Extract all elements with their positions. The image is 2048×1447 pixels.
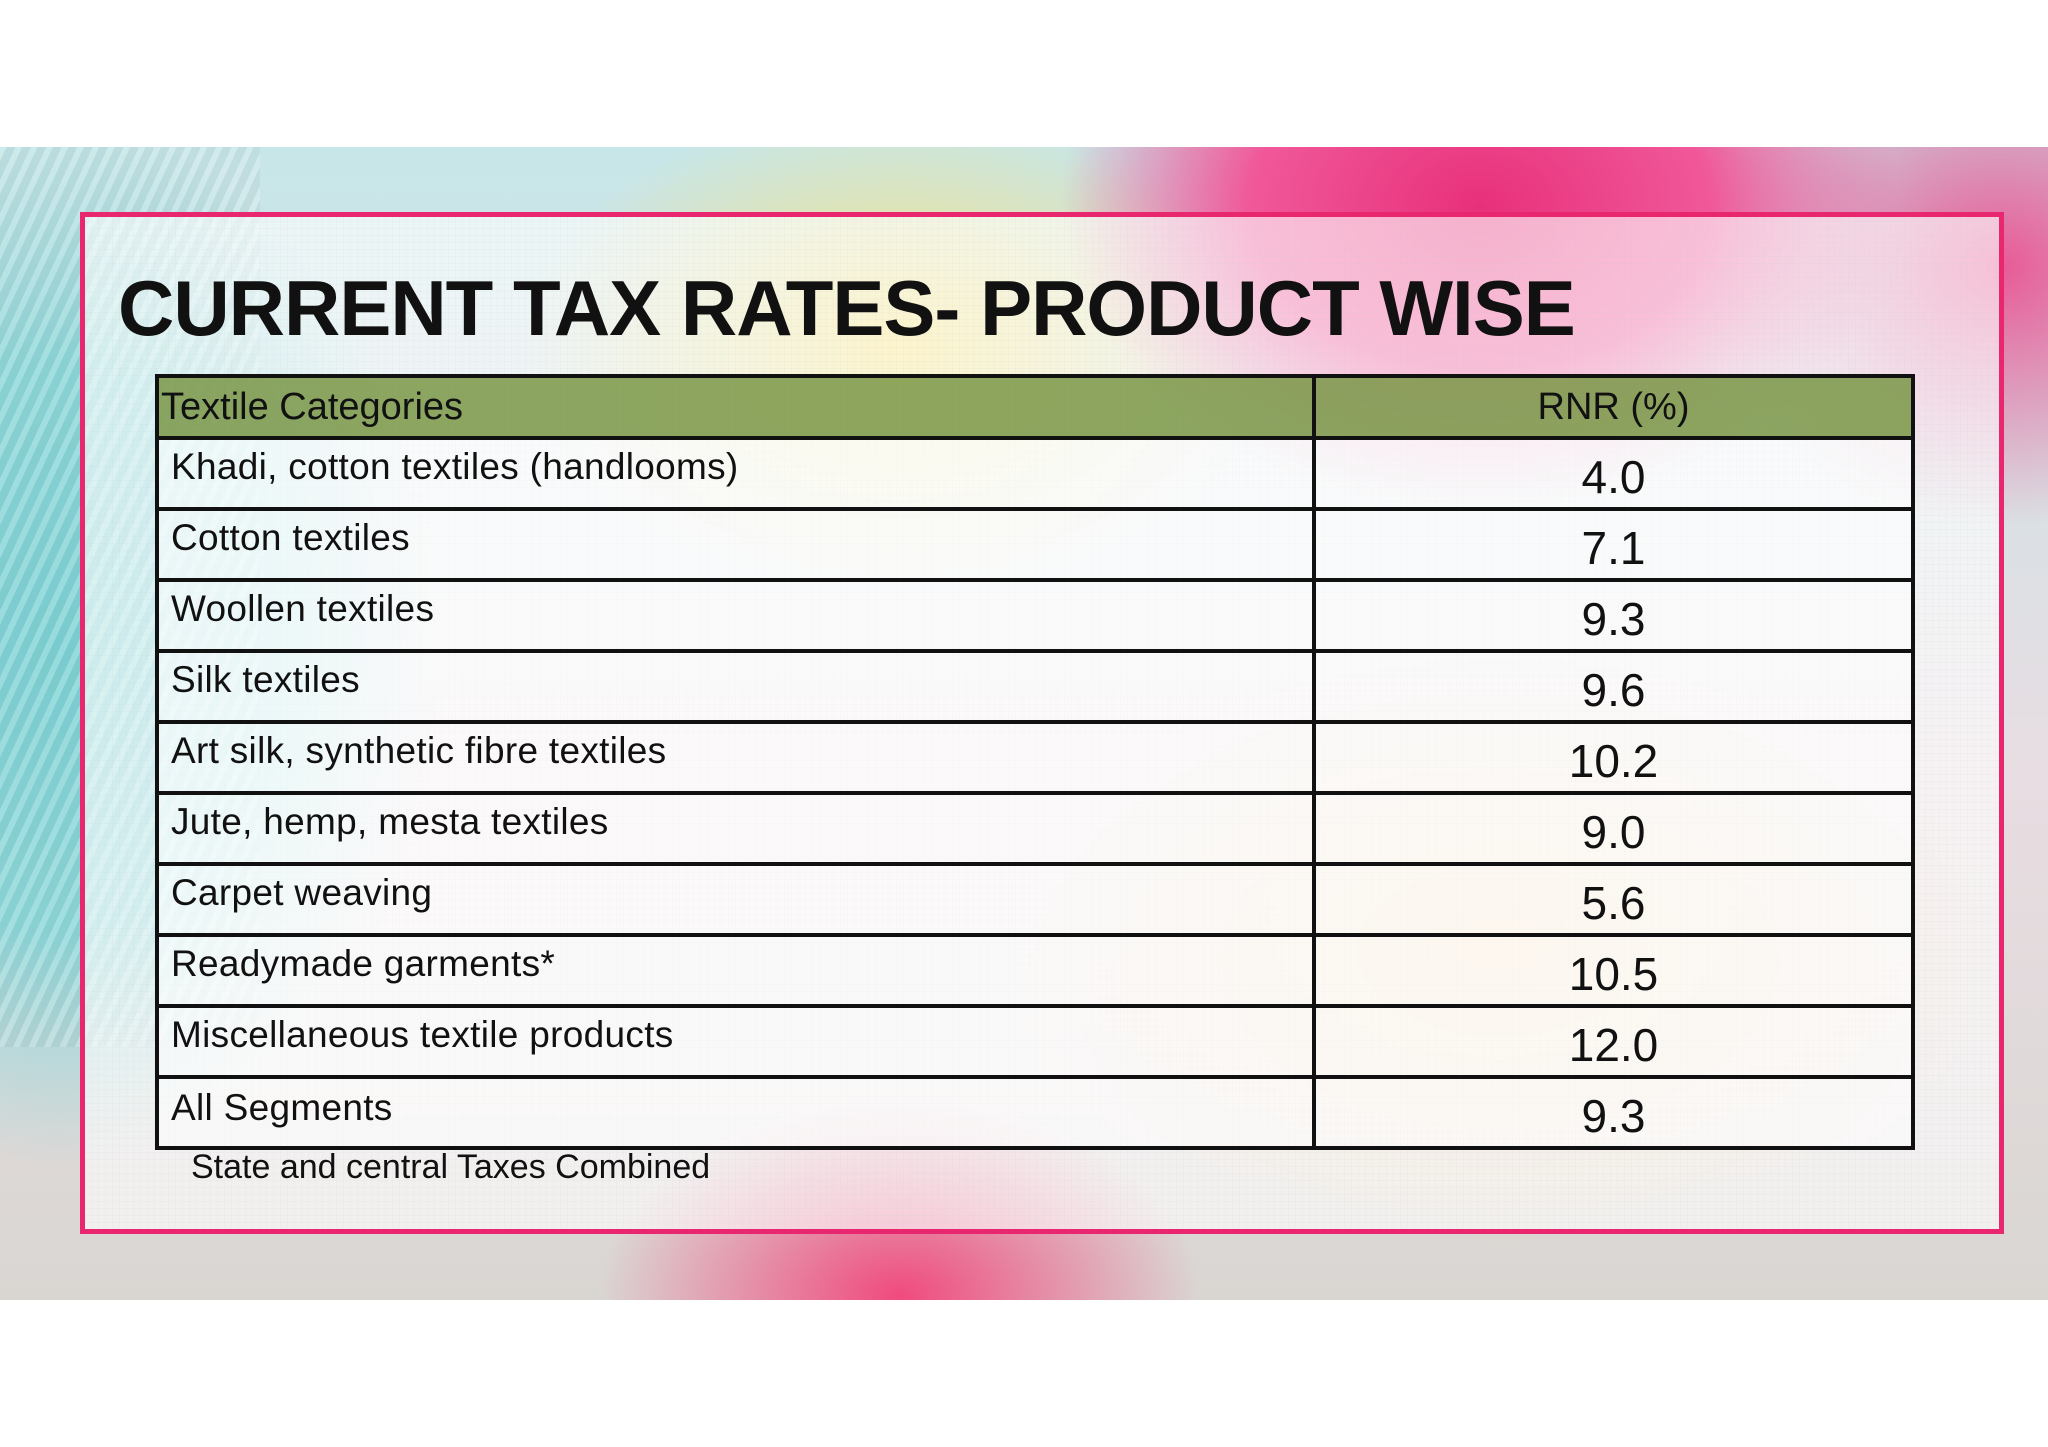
row-rate: 9.3 — [1312, 1075, 1915, 1150]
row-category: Readymade garments* — [155, 933, 1316, 1008]
table-header-row: Textile Categories RNR (%) — [155, 374, 1915, 440]
table-row: Readymade garments* 10.5 — [155, 933, 1915, 1008]
table-row: Silk textiles 9.6 — [155, 649, 1915, 724]
row-rate: 9.6 — [1312, 649, 1915, 724]
row-rate: 9.3 — [1312, 578, 1915, 653]
row-category: Woollen textiles — [155, 578, 1316, 653]
slide-title: CURRENT TAX RATES- PRODUCT WISE — [118, 264, 1576, 352]
table-row: Khadi, cotton textiles (handlooms) 4.0 — [155, 436, 1915, 511]
table-row-total: All Segments 9.3 — [155, 1075, 1915, 1150]
row-rate: 4.0 — [1312, 436, 1915, 511]
header-rnr-percent: RNR (%) — [1312, 374, 1915, 440]
row-category: Silk textiles — [155, 649, 1316, 724]
row-category: All Segments — [155, 1075, 1316, 1150]
table-row: Jute, hemp, mesta textiles 9.0 — [155, 791, 1915, 866]
table-row: Art silk, synthetic fibre textiles 10.2 — [155, 720, 1915, 795]
row-category: Khadi, cotton textiles (handlooms) — [155, 436, 1316, 511]
row-category: Carpet weaving — [155, 862, 1316, 937]
table-row: Carpet weaving 5.6 — [155, 862, 1915, 937]
row-rate: 10.2 — [1312, 720, 1915, 795]
row-category: Jute, hemp, mesta textiles — [155, 791, 1316, 866]
table-footnote: State and central Taxes Combined — [191, 1148, 711, 1186]
header-textile-categories: Textile Categories — [155, 374, 1316, 440]
table-row: Miscellaneous textile products 12.0 — [155, 1004, 1915, 1079]
tax-rate-table: Textile Categories RNR (%) Khadi, cotton… — [155, 374, 1915, 1150]
table-row: Woollen textiles 9.3 — [155, 578, 1915, 653]
row-category: Cotton textiles — [155, 507, 1316, 582]
row-rate: 12.0 — [1312, 1004, 1915, 1079]
row-rate: 5.6 — [1312, 862, 1915, 937]
row-category: Art silk, synthetic fibre textiles — [155, 720, 1316, 795]
table-row: Cotton textiles 7.1 — [155, 507, 1915, 582]
row-rate: 7.1 — [1312, 507, 1915, 582]
row-rate: 9.0 — [1312, 791, 1915, 866]
row-category: Miscellaneous textile products — [155, 1004, 1316, 1079]
row-rate: 10.5 — [1312, 933, 1915, 1008]
